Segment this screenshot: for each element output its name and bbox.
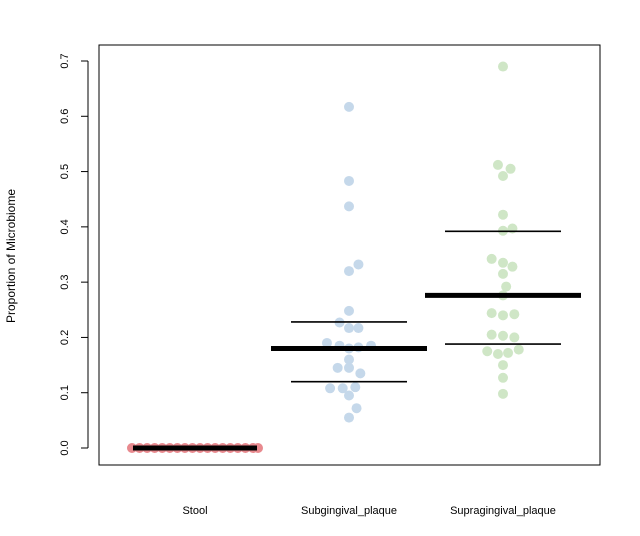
plot-frame	[98, 44, 601, 466]
y-tick-label: 0.6	[59, 109, 71, 124]
data-point	[344, 362, 354, 373]
data-point	[344, 412, 354, 423]
y-axis: 0.0 0.1 0.2 0.3 0.4 0.5 0.6 0.7	[59, 53, 89, 456]
data-point	[482, 346, 493, 357]
data-point	[486, 253, 497, 264]
data-point	[498, 330, 508, 341]
y-tick-label: 0.1	[59, 385, 71, 400]
y-tick-label: 0.5	[59, 164, 71, 179]
data-point	[325, 383, 336, 394]
data-point	[498, 257, 508, 268]
data-point	[355, 368, 366, 379]
data-point	[498, 268, 508, 279]
data-point	[344, 354, 354, 365]
x-tick-label-subgingival-plaque: Subgingival_plaque	[301, 505, 397, 517]
data-point	[498, 388, 508, 399]
data-point	[507, 261, 518, 272]
points-layer	[127, 61, 524, 453]
y-tick-label: 0.7	[59, 53, 71, 68]
y-tick-label: 0.2	[59, 330, 71, 345]
data-point	[486, 329, 497, 340]
data-point	[344, 390, 354, 401]
data-point	[350, 382, 361, 393]
data-point	[332, 362, 343, 373]
x-axis-labels: Stool Subgingival_plaque Supragingival_p…	[182, 505, 555, 517]
data-point	[344, 323, 354, 334]
data-point	[498, 61, 508, 72]
y-axis-title: Proportion of Microbiome	[4, 189, 18, 323]
y-tick-label: 0.3	[59, 274, 71, 289]
y-tick-label: 0.4	[59, 219, 71, 234]
data-point	[353, 259, 364, 270]
data-point	[501, 281, 512, 292]
data-point	[503, 347, 514, 358]
data-point	[353, 323, 364, 334]
data-point	[486, 308, 497, 319]
summary-lines-layer	[133, 230, 581, 451]
x-tick-label-supragingival-plaque: Supragingival_plaque	[450, 505, 556, 517]
data-point	[505, 163, 516, 174]
data-point	[344, 175, 354, 186]
data-point	[492, 159, 503, 170]
data-point	[337, 383, 348, 394]
data-point	[498, 170, 508, 181]
data-point	[498, 360, 508, 371]
data-point	[321, 337, 332, 348]
data-point	[351, 403, 362, 414]
data-point	[344, 266, 354, 277]
x-tick-label-stool: Stool	[182, 505, 207, 517]
data-point	[498, 372, 508, 383]
y-tick-label: 0.0	[59, 440, 71, 455]
data-point	[492, 349, 503, 360]
data-point	[344, 201, 354, 212]
data-point	[498, 209, 508, 220]
data-point	[344, 305, 354, 316]
data-point	[498, 310, 508, 321]
data-point	[509, 309, 520, 320]
data-point	[509, 332, 520, 343]
data-point	[344, 101, 354, 112]
data-point	[513, 344, 524, 355]
